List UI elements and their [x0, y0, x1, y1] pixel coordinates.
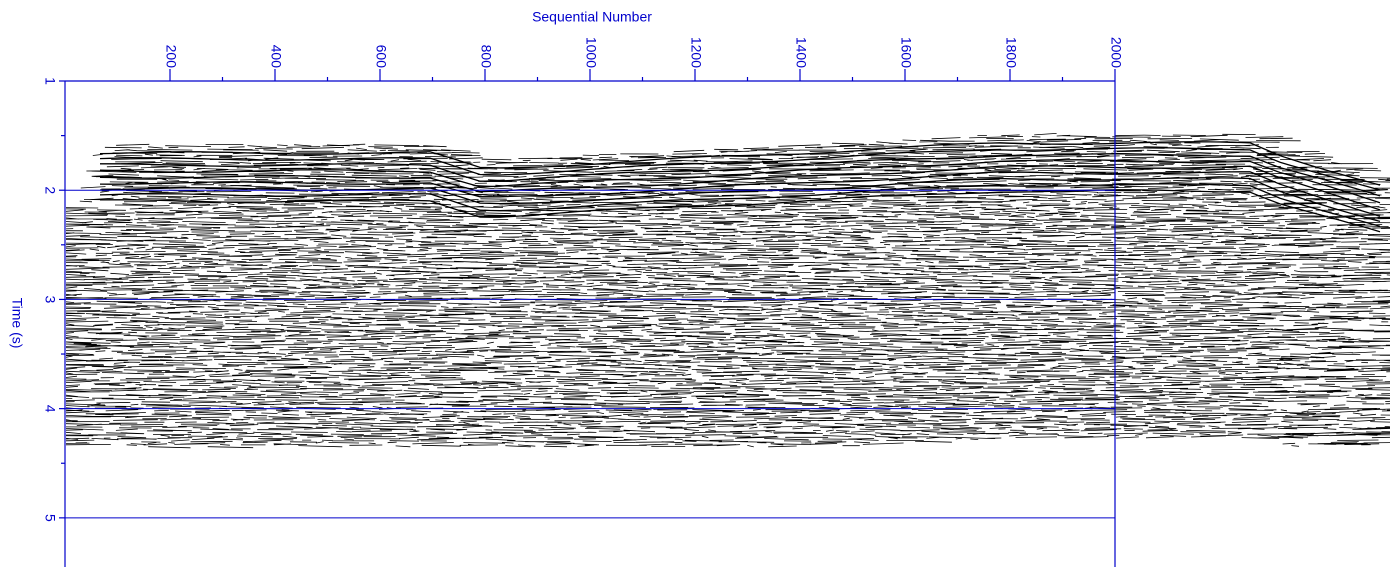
seismic-traces [66, 133, 1390, 447]
y-tick-label: 2 [42, 186, 58, 194]
x-tick-label: 2000 [1108, 37, 1124, 68]
y-tick-label: 3 [42, 296, 58, 304]
x-tick-label: 1800 [1003, 37, 1019, 68]
x-tick-label: 600 [373, 45, 389, 69]
x-tick-label: 1000 [583, 37, 599, 68]
y-tick-label: 4 [42, 405, 58, 413]
x-tick-label: 1400 [793, 37, 809, 68]
x-tick-label: 1600 [898, 37, 914, 68]
x-tick-label: 800 [478, 45, 494, 69]
x-tick-label: 1200 [688, 37, 704, 68]
chart: Sequential Number Time (s) 200 400 600 800 1… [0, 0, 1390, 567]
y-axis-label: Time (s) [9, 298, 25, 349]
y-tick-label: 1 [42, 77, 58, 85]
x-axis-label: Sequential Number [532, 9, 652, 25]
x-tick-label: 400 [268, 45, 284, 69]
x-tick-label: 200 [163, 45, 179, 69]
y-tick-label: 5 [42, 514, 58, 522]
